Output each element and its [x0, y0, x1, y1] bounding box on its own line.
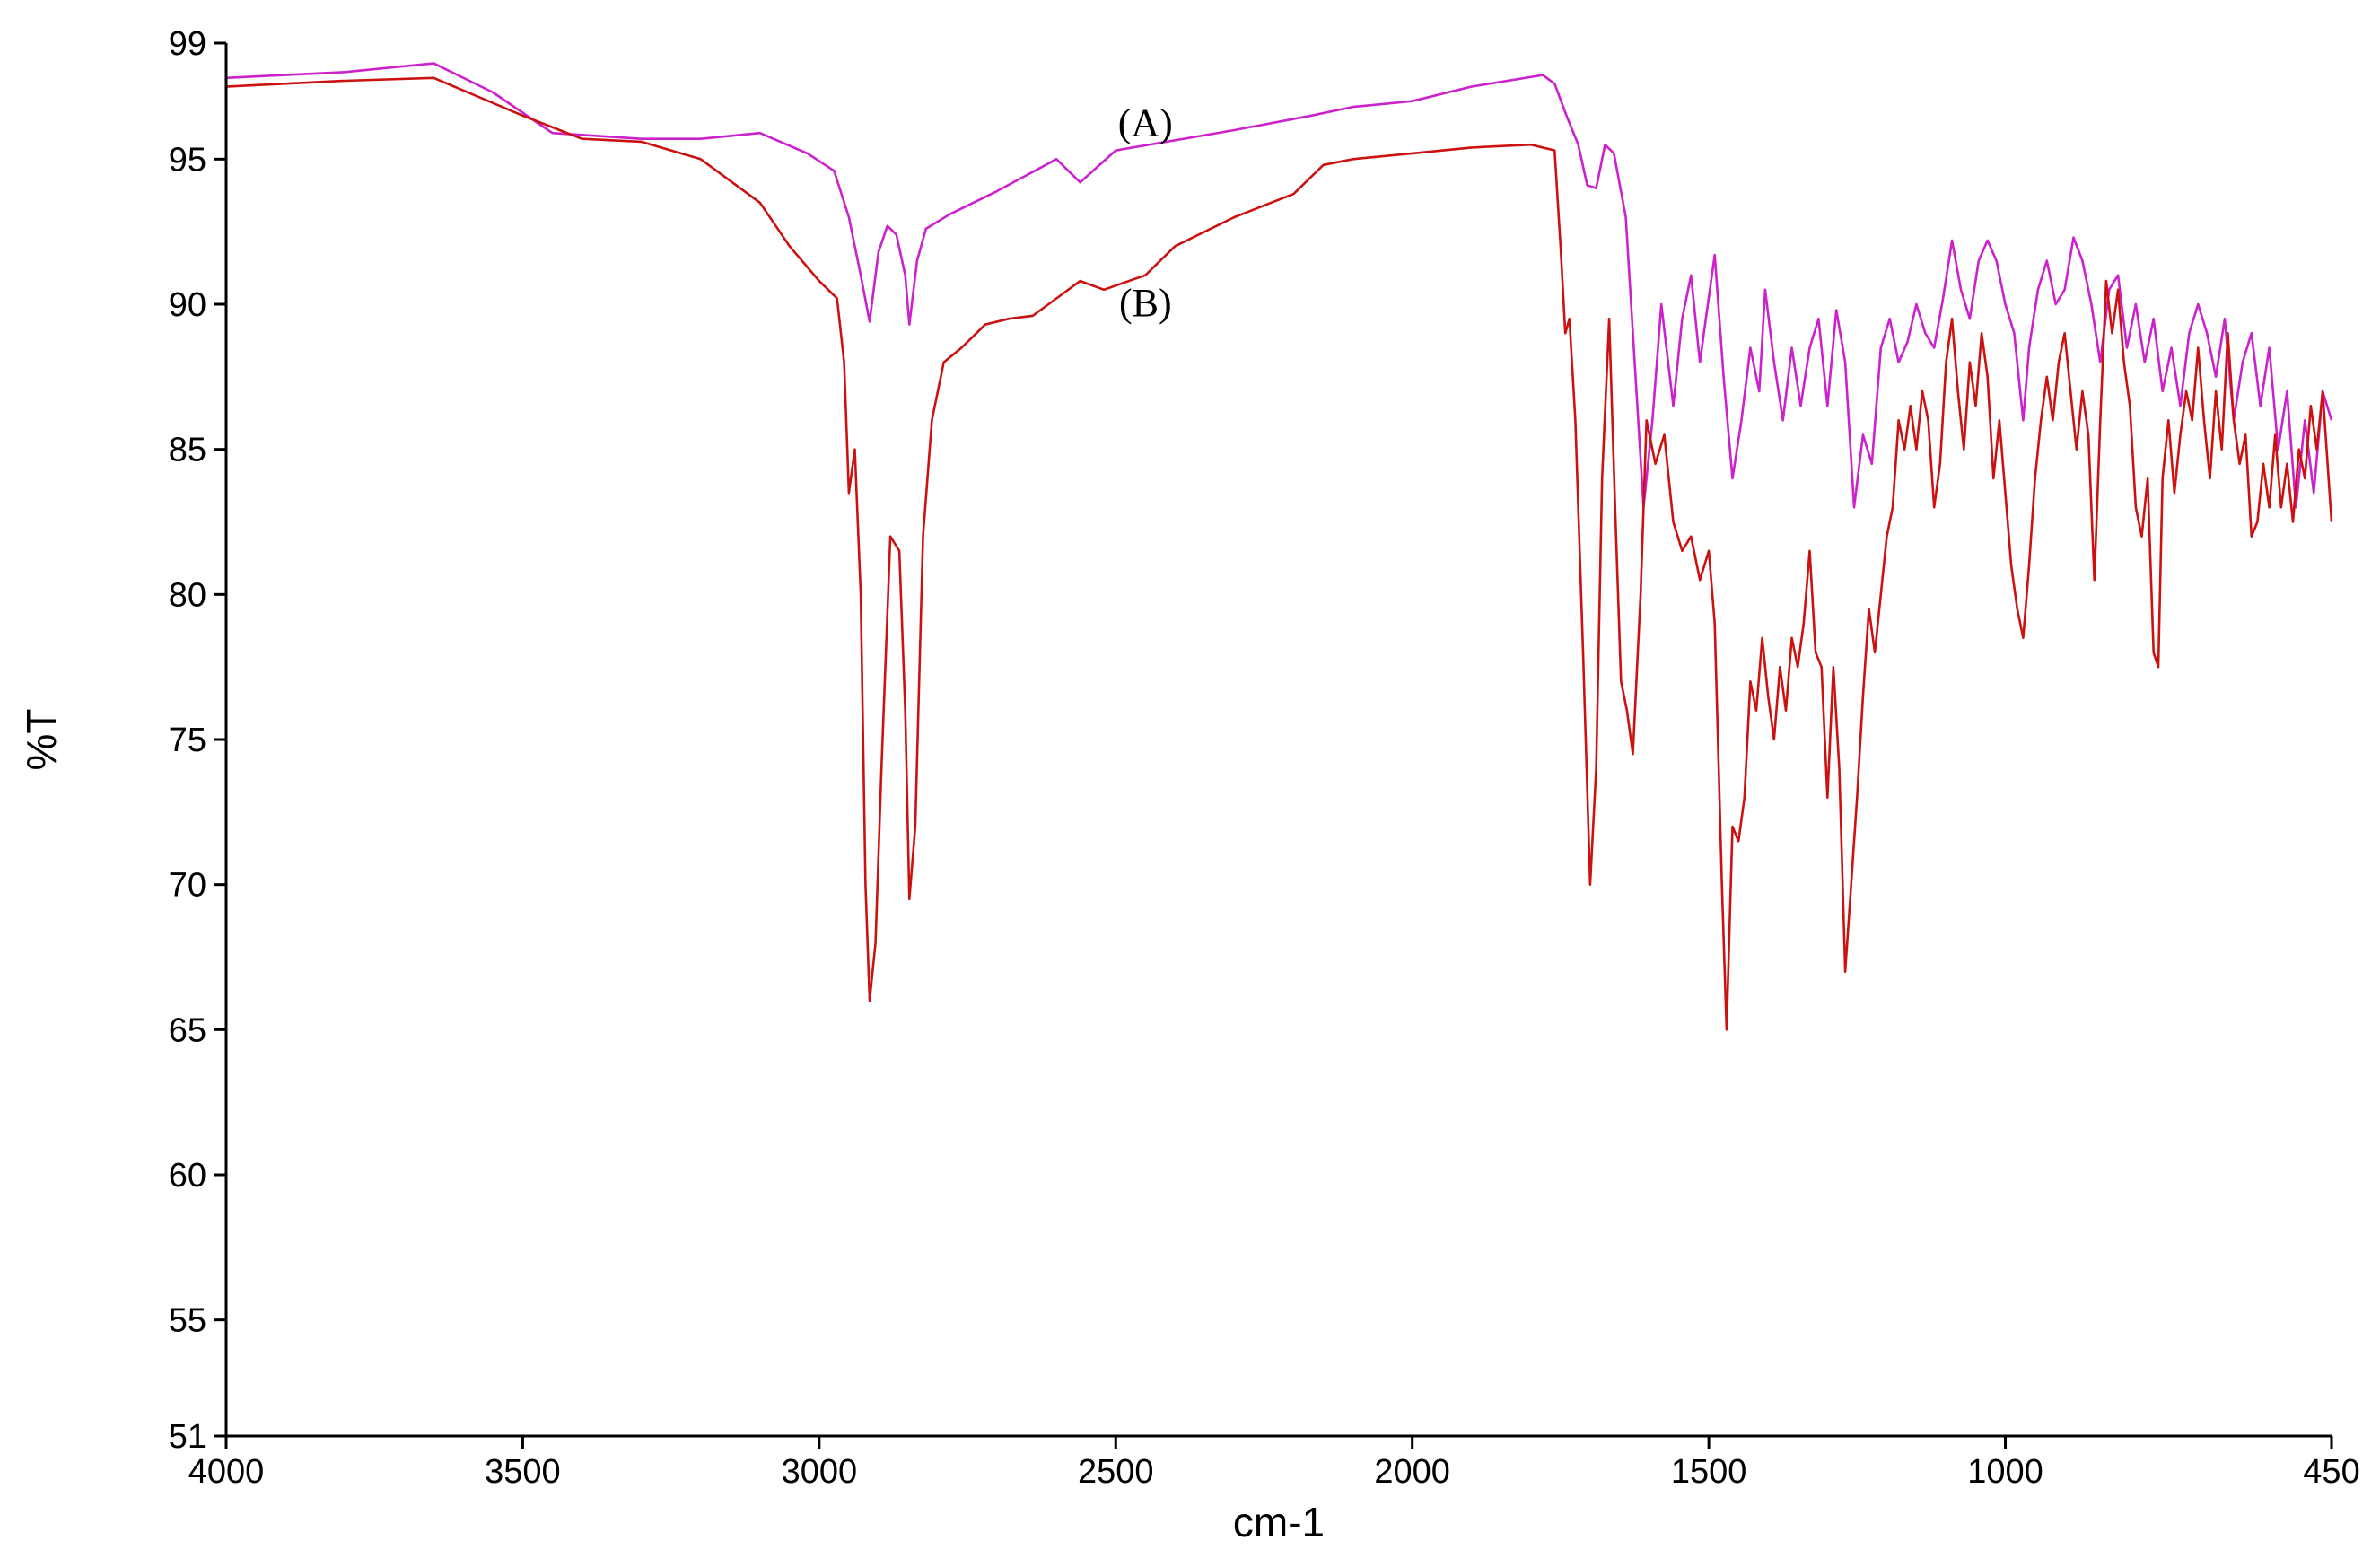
y-tick-label: 75 — [169, 722, 206, 759]
series-label-a: (A) — [1118, 101, 1173, 144]
x-axis-title: cm-1 — [1233, 1499, 1325, 1545]
y-tick-label: 55 — [169, 1302, 206, 1340]
y-tick-label: 70 — [169, 867, 206, 905]
y-tick-label: 51 — [169, 1418, 206, 1456]
y-tick-label: 85 — [169, 432, 206, 469]
x-tick-label: 2500 — [1078, 1453, 1154, 1491]
x-tick-label: 2000 — [1374, 1453, 1450, 1491]
x-tick-label: 450 — [2303, 1453, 2359, 1491]
x-tick-label: 1500 — [1671, 1453, 1747, 1491]
y-tick-label: 60 — [169, 1157, 206, 1195]
x-tick-label: 4000 — [188, 1453, 265, 1491]
y-tick-label: 80 — [169, 576, 206, 614]
y-ticks: 99 95 90 85 80 75 70 65 60 55 51 — [169, 25, 226, 1456]
series-label-b: (B) — [1119, 281, 1172, 325]
x-tick-label: 3500 — [485, 1453, 561, 1491]
x-tick-label: 3000 — [782, 1453, 858, 1491]
axes-layer — [224, 43, 2332, 1438]
x-tick-label: 1000 — [1967, 1453, 2043, 1491]
y-tick-label: 65 — [169, 1011, 206, 1049]
y-tick-label: 90 — [169, 286, 206, 324]
series-line-a — [225, 62, 2333, 509]
series-line-b — [225, 76, 2333, 1031]
series-layer — [225, 62, 2333, 1031]
y-tick-label: 95 — [169, 141, 206, 179]
labels-layer: (A) (B) — [1118, 101, 1173, 324]
y-axis-title: %T — [18, 709, 65, 771]
y-tick-label: 99 — [169, 25, 206, 63]
x-ticks: 4000 3500 3000 2500 2000 1500 1000 450 — [188, 1436, 2360, 1491]
